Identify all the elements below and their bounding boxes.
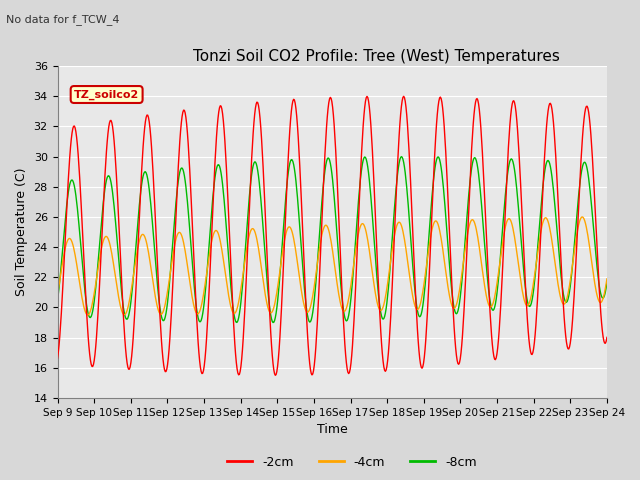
Title: Tonzi Soil CO2 Profile: Tree (West) Temperatures: Tonzi Soil CO2 Profile: Tree (West) Temp… (193, 48, 559, 63)
Y-axis label: Soil Temperature (C): Soil Temperature (C) (15, 168, 28, 296)
X-axis label: Time: Time (317, 423, 348, 436)
Text: TZ_soilco2: TZ_soilco2 (74, 89, 140, 100)
Legend: -2cm, -4cm, -8cm: -2cm, -4cm, -8cm (222, 451, 482, 474)
Text: No data for f_TCW_4: No data for f_TCW_4 (6, 14, 120, 25)
